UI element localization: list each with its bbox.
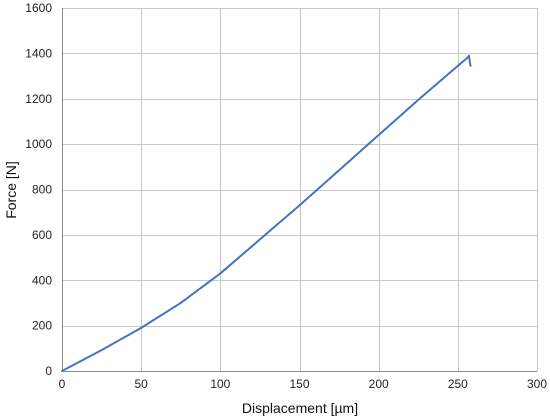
y-tick-label: 1600 bbox=[25, 1, 52, 15]
x-tick-labels: 0 50 100 150 200 250 300 bbox=[59, 377, 548, 391]
series-lines bbox=[61, 54, 472, 372]
y-tick-label: 600 bbox=[32, 228, 52, 242]
x-tick-label: 50 bbox=[134, 377, 148, 391]
y-tick-label: 1400 bbox=[25, 46, 52, 60]
y-tick-label: 0 bbox=[45, 364, 52, 378]
series-line bbox=[61, 54, 472, 372]
x-tick-label: 300 bbox=[527, 377, 547, 391]
y-tick-labels: 0 200 400 600 800 1000 1200 1400 1600 bbox=[25, 1, 52, 378]
y-tick-label: 1200 bbox=[25, 92, 52, 106]
y-tick-label: 200 bbox=[32, 319, 52, 333]
axes bbox=[62, 8, 537, 372]
x-tick-label: 200 bbox=[369, 377, 389, 391]
y-tick-label: 1000 bbox=[25, 137, 52, 151]
x-axis-title: Displacement [µm] bbox=[242, 400, 358, 416]
y-tick-label: 800 bbox=[32, 183, 52, 197]
x-tick-label: 250 bbox=[448, 377, 468, 391]
x-tick-label: 150 bbox=[289, 377, 309, 391]
x-tick-label: 100 bbox=[210, 377, 230, 391]
gridlines bbox=[62, 8, 538, 372]
y-tick-label: 400 bbox=[32, 273, 52, 287]
y-axis-title: Force [N] bbox=[3, 161, 19, 219]
x-tick-label: 0 bbox=[59, 377, 66, 391]
